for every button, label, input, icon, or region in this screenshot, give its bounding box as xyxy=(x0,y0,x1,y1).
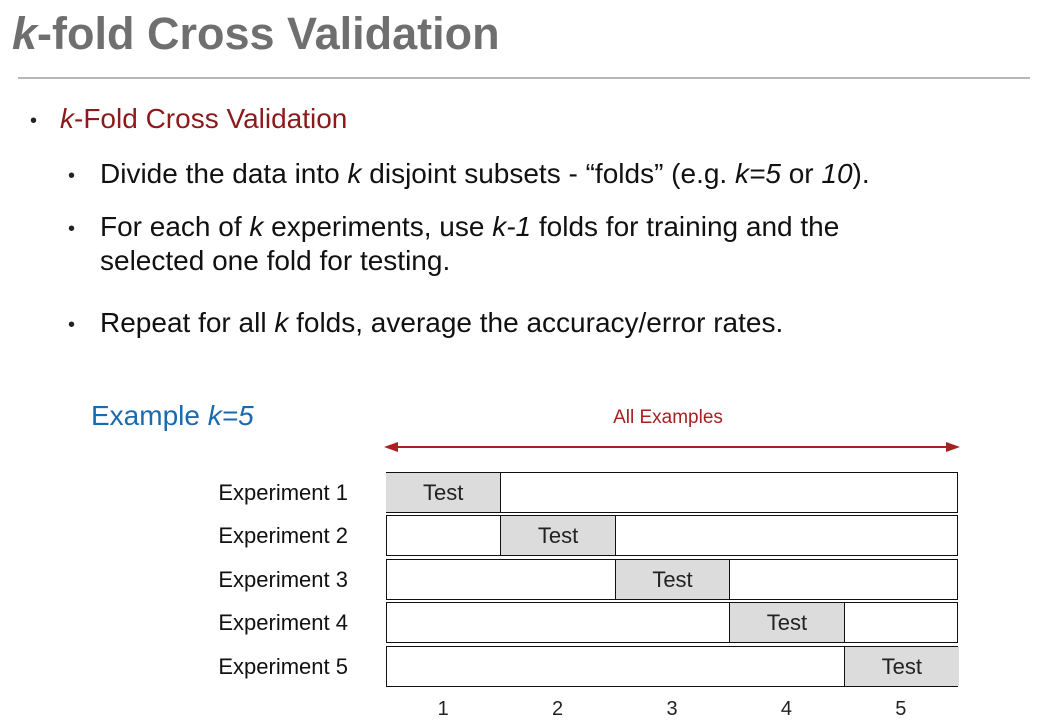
example-prefix: Example xyxy=(91,400,208,431)
bullet-sub-2-line2: selected one fold for testing. xyxy=(100,245,451,276)
title-text: -fold Cross Validation xyxy=(37,8,500,59)
title-k: k xyxy=(12,8,38,59)
bullet-dot-icon: • xyxy=(68,165,76,187)
test-fold-cell: Test xyxy=(386,473,502,512)
bullet-sub-1-k5: k=5 xyxy=(734,158,781,189)
bullet-sub-1-text-b: disjoint subsets - “folds” (e.g. xyxy=(361,158,735,189)
fold-number: 5 xyxy=(895,698,907,720)
bullet-sub-2-text-b: experiments, use xyxy=(263,211,493,242)
fold-number: 2 xyxy=(552,698,564,720)
test-fold-cell: Test xyxy=(500,516,616,556)
example-k: k=5 xyxy=(207,400,254,431)
experiment-label: Experiment 1 xyxy=(218,480,348,505)
experiment-label: Experiment 5 xyxy=(218,653,348,679)
bullet-sub-1-k: k xyxy=(347,158,362,189)
bullet-sub-1: • Divide the data into k disjoint subsets… xyxy=(68,158,870,190)
bullet-sub-2-text-c: folds for training and the xyxy=(531,211,840,242)
bullet-sub-3-text: Repeat for all xyxy=(100,307,275,338)
experiment-label: Experiment 2 xyxy=(218,523,348,549)
fold-grid: Test Test Test Test Test xyxy=(386,472,960,690)
bullet-sub-1-text-c: or xyxy=(780,158,822,189)
bullet-sub-2-text: For each of xyxy=(100,211,250,242)
experiment-row: Test xyxy=(386,515,958,557)
test-fold-cell: Test xyxy=(729,603,845,643)
bullet-sub-1-text-d: ). xyxy=(852,158,870,189)
bullet-sub-1-text: Divide the data into xyxy=(100,158,348,189)
experiment-row: Test xyxy=(386,472,958,513)
test-fold-cell: Test xyxy=(614,559,731,599)
bullet-sub-3-k: k xyxy=(274,307,289,338)
bullet-sub-3: • Repeat for all k folds, average the acc… xyxy=(68,307,784,339)
title-divider xyxy=(18,77,1030,79)
bullet-main-k: k xyxy=(60,103,74,134)
experiment-label: Experiment 3 xyxy=(218,566,348,592)
bullet-dot-icon: • xyxy=(30,110,38,132)
experiment-row: Test xyxy=(386,645,959,687)
fold-number: 1 xyxy=(437,698,449,720)
bullet-sub-2: • For each of k experiments, use k-1 fold… xyxy=(68,211,840,277)
example-label: Example k=5 xyxy=(91,400,254,432)
experiment-row: Test xyxy=(386,602,958,644)
bullet-main-text: -Fold Cross Validation xyxy=(74,103,348,134)
slide-title: k-fold Cross Validation xyxy=(12,8,500,60)
fold-number: 4 xyxy=(780,698,792,720)
all-examples-label: All Examples xyxy=(613,407,723,428)
experiment-label: Experiment 4 xyxy=(218,610,348,636)
fold-number: 3 xyxy=(666,698,678,720)
double-arrow-icon xyxy=(384,442,960,452)
experiment-row: Test xyxy=(386,558,958,600)
bullet-sub-3-text-b: folds, average the accuracy/error rates. xyxy=(288,307,784,338)
bullet-sub-2-km1: k-1 xyxy=(492,211,532,242)
bullet-dot-icon: • xyxy=(68,218,76,240)
test-fold-cell: Test xyxy=(843,646,959,686)
bullet-dot-icon: • xyxy=(68,314,76,336)
bullet-sub-1-ten: 10 xyxy=(821,158,853,189)
bullet-sub-2-k: k xyxy=(249,211,264,242)
bullet-main: • k-Fold Cross Validation xyxy=(30,103,348,135)
